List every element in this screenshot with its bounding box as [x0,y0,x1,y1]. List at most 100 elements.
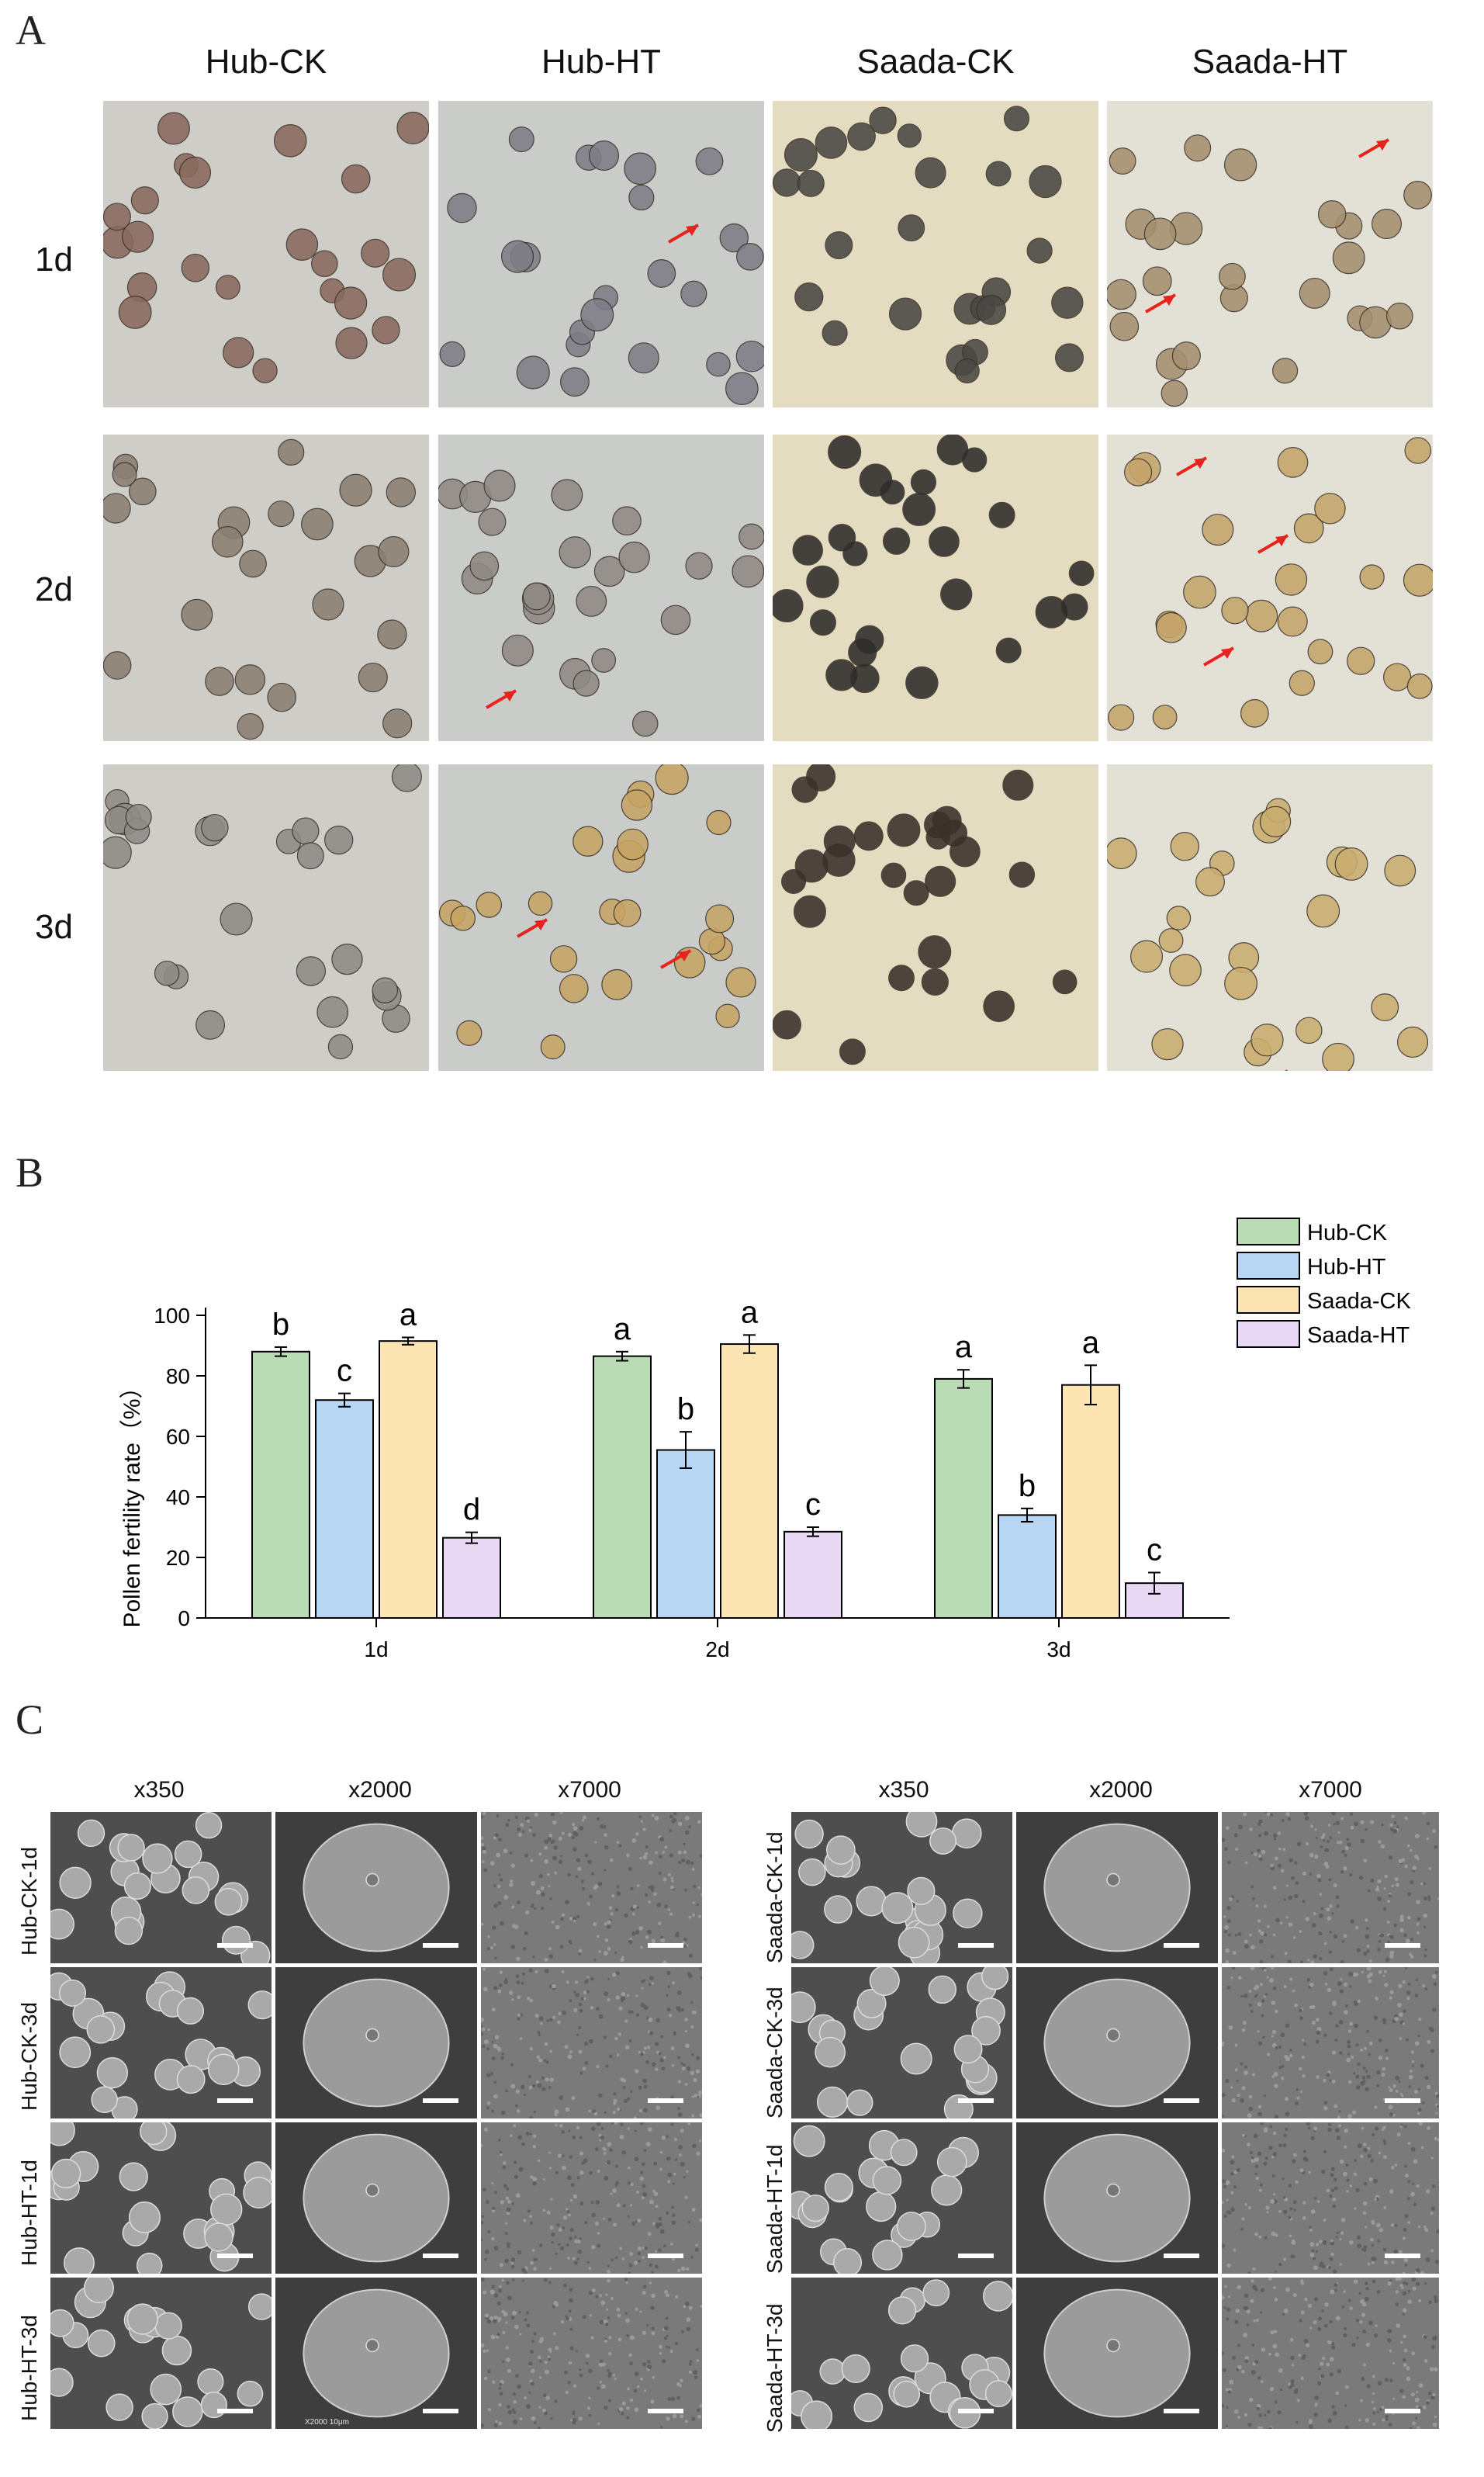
scale-bar [1164,2409,1199,2413]
micrograph-saada-ht-2d [1107,435,1433,741]
significance-letter: b [677,1392,694,1426]
sem-saada-ht-1d-x7000 [1222,2122,1439,2274]
sem-saada-ck-1d-x7000 [1222,1812,1439,1963]
pollen-grain [1170,832,1199,861]
pollen-grain [1130,940,1164,973]
sem-saada-ht-1d-x2000 [1016,2122,1218,2274]
pollen-grain [940,819,968,847]
row-header-2d: 2d [35,570,73,608]
sem-row-hub-ck-1d: Hub-CK-1d [17,1846,41,1956]
pollen-grain [1184,134,1212,162]
pollen-grain [1317,200,1347,229]
micrograph-hub-ck-3d [103,764,429,1071]
col-header-saada-ht: Saada-HT [1192,43,1348,81]
pollen-grain [476,892,503,918]
x-tick-label-1d: 1d [364,1637,388,1661]
pollen-grain [200,2391,227,2419]
pollen-grain [773,168,801,197]
pollen-grain [706,352,731,377]
x-tick-label-3d: 3d [1046,1637,1071,1661]
pollen-grain [181,598,213,631]
col-header-hub-ht: Hub-HT [541,43,662,81]
sem-col-x350-right: x350 [878,1777,929,1803]
pollen-grain [793,2125,825,2157]
pollen-grain [211,525,244,558]
pollen-grain [1026,237,1053,264]
pollen-grain [951,1818,982,1849]
pollen-grain [247,2293,272,2320]
pollen-grain [735,340,764,372]
pollen-grain [797,169,825,197]
pollen-grain [117,1834,145,1862]
sem-col-x350-left: x350 [133,1777,185,1803]
pollen-grain [1251,1024,1284,1057]
pollen-grain [773,589,804,623]
error-bar-hub-ck-2d [616,1350,628,1362]
pollen-grain [706,809,732,836]
pollen-grain [872,2240,903,2271]
pollen-grain [628,342,659,374]
pollen-grain [273,124,307,158]
error-bar-saada-ck-2d [743,1334,756,1354]
pollen-grain [204,2222,233,2252]
pollen-grain [842,541,868,566]
sem-hub-ht-1d-x350 [50,2122,272,2274]
pollen-grain [1306,894,1340,928]
pollen-grain [1359,306,1392,339]
pollen-grain [815,2036,846,2068]
red-arrow-icon [516,918,548,938]
pollen-grain [936,2146,967,2177]
significance-letter: a [400,1297,417,1332]
red-arrow-icon [659,949,692,969]
pollen-grain [128,2201,161,2234]
pollen-grain [896,2212,926,2242]
pollen-grain [1052,969,1078,995]
pollen-grain [239,549,267,578]
bar-hub-ht-2d [656,1449,715,1619]
scale-bar [648,2254,683,2258]
pollen-grain [1183,575,1216,609]
pollen-grain [58,1979,87,2007]
pollen-grain [815,126,848,159]
bar-saada-ck-3d [1061,1384,1120,1619]
pollen-grain [382,708,413,739]
pollen-grain [237,712,264,740]
pollen-grain [1166,906,1192,930]
pollen-grain [243,2177,272,2209]
pollen-grain [278,438,305,466]
pollen-grain [1143,217,1177,251]
pollen-grain [971,2015,1001,2046]
sem-hub-ck-1d-x350 [50,1812,272,1963]
pollen-grain [1406,673,1433,699]
pollen-grain [981,1967,1009,1990]
pollen-grain [660,605,691,636]
pollen-grain [103,493,131,524]
pollen-grain [210,2193,243,2226]
pollen-grain [572,826,604,857]
pollen-grain [1403,181,1432,210]
pollen-grain [806,565,839,598]
pollen-grain [824,1895,853,1924]
pollen-grain [791,1931,815,1959]
pollen-grain [801,2400,833,2429]
pollen-grain [450,906,476,931]
pollen-grain [1107,279,1136,310]
col-header-saada-ck: Saada-CK [856,43,1015,81]
pollen-grain [887,2296,917,2325]
sem-hub-ht-1d-x7000 [481,2122,702,2274]
pollen-grain [292,817,320,845]
pollen-grain [1307,639,1334,665]
pollen-grain [866,2191,897,2222]
pollen-grain [1169,954,1202,987]
pollen-grain [1289,670,1315,696]
pollen-grain [882,527,911,555]
scale-bar [217,2098,253,2103]
pollen-grain [954,358,980,384]
bar-hub-ck-2d [593,1355,652,1619]
pollen-grain [893,2380,921,2408]
scale-bar [648,2098,683,2103]
pollen-grain [439,341,465,367]
pollen-grain [358,662,388,693]
micrograph-hub-ht-1d [438,101,764,407]
scale-bar [958,2098,994,2103]
